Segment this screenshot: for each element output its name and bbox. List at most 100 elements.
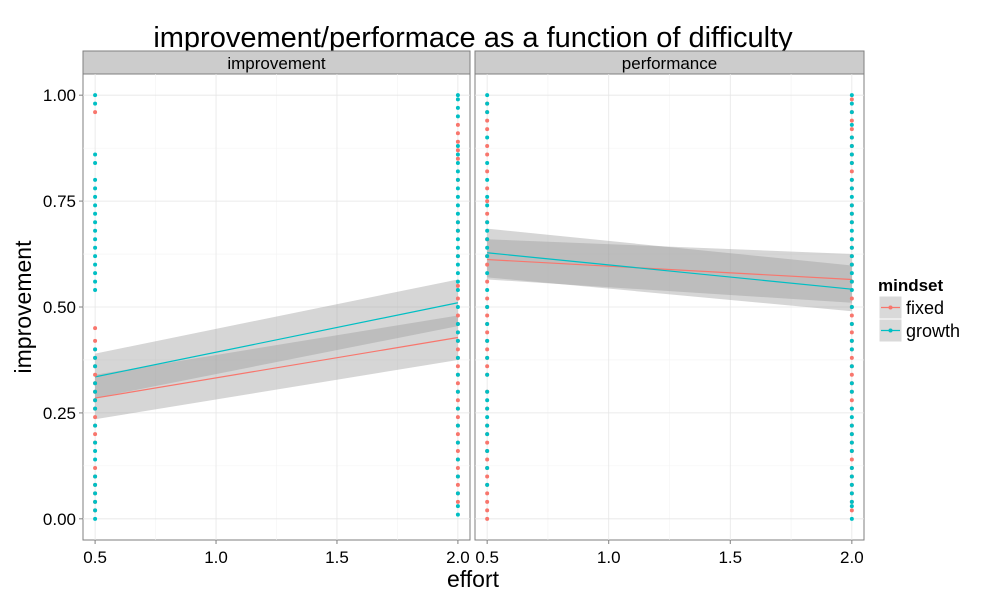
point-growth xyxy=(485,415,490,420)
point-fixed xyxy=(455,364,460,369)
grid-performance xyxy=(475,74,864,540)
point-fixed xyxy=(485,296,490,301)
point-fixed xyxy=(849,296,854,301)
point-growth xyxy=(849,245,854,250)
point-fixed xyxy=(485,279,490,284)
y-tick-label: 0.50 xyxy=(43,298,76,317)
point-fixed xyxy=(849,169,854,174)
point-fixed xyxy=(93,326,98,331)
point-fixed xyxy=(485,152,490,157)
point-fixed xyxy=(485,491,490,496)
point-growth xyxy=(849,93,854,98)
point-growth xyxy=(93,364,98,369)
chart-title: improvement/performace as a function of … xyxy=(153,22,793,54)
x-tick-label: 2.0 xyxy=(840,548,864,567)
point-fixed xyxy=(455,449,460,454)
point-growth xyxy=(849,228,854,233)
point-growth xyxy=(849,211,854,216)
point-growth xyxy=(93,381,98,386)
point-growth xyxy=(849,499,854,504)
point-fixed xyxy=(485,499,490,504)
point-growth xyxy=(93,237,98,242)
x-tick-label: 1.0 xyxy=(204,548,228,567)
y-axis-label: improvement xyxy=(10,240,36,374)
point-growth xyxy=(849,381,854,386)
fit-line-fixed xyxy=(94,336,459,399)
point-fixed xyxy=(455,148,460,153)
point-growth xyxy=(485,237,490,242)
point-fixed xyxy=(455,283,460,288)
point-growth xyxy=(93,355,98,360)
point-fixed xyxy=(485,127,490,132)
point-growth xyxy=(93,93,98,98)
point-growth xyxy=(849,271,854,276)
point-growth xyxy=(455,97,460,102)
point-growth xyxy=(849,504,854,509)
point-growth xyxy=(93,220,98,225)
point-growth xyxy=(849,440,854,445)
point-growth xyxy=(849,194,854,199)
point-growth xyxy=(93,398,98,403)
point-fixed xyxy=(849,398,854,403)
point-growth xyxy=(849,491,854,496)
point-fixed xyxy=(485,516,490,521)
point-growth xyxy=(485,321,490,326)
point-fixed xyxy=(849,372,854,377)
point-fixed xyxy=(485,186,490,191)
point-growth xyxy=(93,152,98,157)
point-growth xyxy=(485,228,490,233)
point-growth xyxy=(93,101,98,106)
point-fixed xyxy=(485,457,490,462)
point-growth xyxy=(455,330,460,335)
point-fixed xyxy=(455,398,460,403)
point-growth xyxy=(849,110,854,115)
facet-strip-label-improvement: improvement xyxy=(227,54,326,73)
y-tick-label: 0.75 xyxy=(43,192,76,211)
point-growth xyxy=(485,449,490,454)
fit-line-growth xyxy=(94,302,459,378)
point-fixed xyxy=(485,144,490,149)
point-growth xyxy=(849,237,854,242)
point-growth xyxy=(849,321,854,326)
point-fixed xyxy=(485,199,490,204)
point-fixed xyxy=(485,262,490,267)
point-fixed xyxy=(849,97,854,102)
point-growth xyxy=(485,338,490,343)
x-tick-label: 1.5 xyxy=(325,548,349,567)
point-growth xyxy=(93,406,98,411)
point-growth xyxy=(485,93,490,98)
point-growth xyxy=(455,389,460,394)
point-growth xyxy=(93,423,98,428)
point-growth xyxy=(849,423,854,428)
point-growth xyxy=(849,465,854,470)
x-axis-label: effort xyxy=(447,566,500,592)
legend-entry-fixed: fixed xyxy=(878,295,944,320)
x-tick-label: 0.5 xyxy=(475,548,499,567)
point-growth xyxy=(485,101,490,106)
point-growth xyxy=(455,279,460,284)
point-growth xyxy=(455,144,460,149)
point-fixed xyxy=(93,465,98,470)
point-fixed xyxy=(485,313,490,318)
point-fixed xyxy=(849,330,854,335)
legend-entry-growth: growth xyxy=(878,318,960,343)
point-growth xyxy=(849,449,854,454)
point-growth xyxy=(485,482,490,487)
point-growth xyxy=(455,271,460,276)
confidence-band-growth xyxy=(95,279,458,399)
point-fixed xyxy=(849,508,854,513)
point-growth xyxy=(849,220,854,225)
fit-lines-improvement xyxy=(94,302,459,399)
point-growth xyxy=(93,440,98,445)
point-growth xyxy=(455,160,460,165)
y-axis: 0.00 0.25 0.50 0.75 1.00 xyxy=(43,86,83,529)
point-growth xyxy=(455,220,460,225)
point-fixed xyxy=(455,499,460,504)
point-growth xyxy=(93,474,98,479)
point-growth xyxy=(849,406,854,411)
y-tick-label: 0.00 xyxy=(43,510,76,529)
points-improvement xyxy=(93,93,460,521)
point-fixed xyxy=(849,127,854,132)
point-growth xyxy=(849,160,854,165)
point-fixed xyxy=(93,372,98,377)
